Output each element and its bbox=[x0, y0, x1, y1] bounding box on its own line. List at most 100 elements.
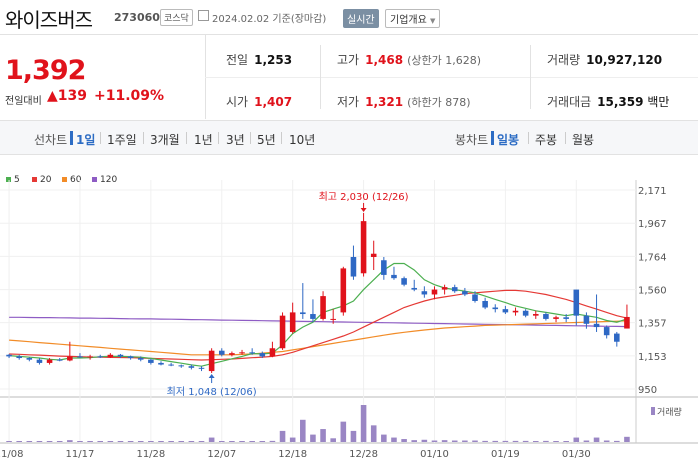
high-annotation: 최고 2,030 (12/26) bbox=[319, 191, 409, 203]
divider bbox=[565, 132, 566, 144]
candle-body bbox=[411, 287, 418, 290]
date-text: 2024.02.02 기준(장마감) bbox=[212, 14, 327, 25]
period-1w[interactable]: 1주일 bbox=[107, 133, 137, 147]
x-tick-label: 11/28 bbox=[136, 449, 165, 460]
period-5y[interactable]: 5년 bbox=[257, 133, 276, 147]
candle-body bbox=[218, 350, 225, 355]
upper-limit: (상한가 1,628) bbox=[407, 54, 481, 67]
candle-body bbox=[614, 333, 620, 342]
volume-bar bbox=[158, 441, 164, 442]
volume-bar bbox=[320, 429, 326, 442]
volume-bar bbox=[593, 437, 600, 442]
volume-bar bbox=[36, 441, 43, 442]
volume-bar bbox=[532, 441, 539, 442]
volume-bar bbox=[370, 425, 377, 442]
x-tick-label: 11/08 bbox=[0, 449, 23, 460]
dropdown-arrow-icon: ▼ bbox=[430, 17, 436, 25]
volume-bar bbox=[553, 441, 559, 442]
candle-chart-label: 봉차트 bbox=[455, 133, 489, 147]
stock-name: 와이즈버즈 bbox=[5, 8, 93, 32]
stats-separator bbox=[320, 45, 321, 109]
legend-label: 60 bbox=[70, 175, 82, 185]
volume-bar bbox=[482, 440, 488, 442]
candle-body bbox=[553, 317, 559, 319]
stat-value: 15,359 bbox=[597, 95, 644, 109]
candlestick-chart: 2,171 1,967 1,764 1,560 1,357 1,153 950 11/08 11… bbox=[0, 180, 698, 460]
lower-limit: (하한가 878) bbox=[407, 96, 471, 109]
candle-body bbox=[168, 364, 174, 366]
period-1d[interactable]: 1일 bbox=[76, 133, 96, 147]
candle-body bbox=[269, 348, 276, 357]
candle-body bbox=[107, 354, 114, 358]
period-10y[interactable]: 10년 bbox=[289, 133, 316, 147]
divider bbox=[528, 132, 529, 144]
candle-daily[interactable]: 일봉 bbox=[497, 133, 520, 147]
candle-body bbox=[36, 359, 43, 363]
period-1y[interactable]: 1년 bbox=[194, 133, 213, 147]
candle-body bbox=[543, 314, 549, 319]
realtime-button[interactable]: 실시간 bbox=[343, 9, 379, 28]
candle-body bbox=[208, 350, 215, 372]
volume-bar bbox=[381, 434, 387, 442]
divider bbox=[100, 132, 101, 144]
candle-body bbox=[188, 366, 195, 368]
stat-value: 1,253 bbox=[254, 53, 293, 67]
candle-body bbox=[6, 354, 12, 357]
volume-bar bbox=[198, 441, 205, 442]
volume-bar bbox=[451, 440, 458, 442]
candle-body bbox=[300, 312, 306, 315]
company-overview-dropdown[interactable]: 기업개요 ▼ bbox=[385, 9, 441, 28]
candle-body bbox=[583, 315, 590, 324]
candle-weekly[interactable]: 주봉 bbox=[535, 133, 558, 147]
y-tick-label: 1,153 bbox=[638, 352, 667, 363]
volume-bar bbox=[401, 439, 407, 442]
ma20-line bbox=[9, 289, 628, 361]
candle-body bbox=[451, 287, 458, 292]
legend-swatch bbox=[32, 177, 37, 182]
candle-monthly[interactable]: 월봉 bbox=[572, 133, 595, 147]
volume-bar bbox=[46, 441, 53, 442]
candle-body bbox=[340, 268, 347, 313]
candle-body bbox=[127, 356, 134, 359]
y-tick-label: 1,357 bbox=[638, 319, 667, 330]
stat-label: 전일 bbox=[226, 53, 249, 67]
volume-bar bbox=[603, 440, 610, 442]
volume-bar bbox=[462, 440, 468, 442]
stat-value: 10,927,120 bbox=[586, 53, 663, 67]
divider bbox=[143, 132, 144, 144]
candle-body bbox=[624, 316, 630, 329]
volume-bar bbox=[239, 441, 245, 442]
stat-high: 고가 1,468 (상한가 1,628) bbox=[337, 51, 481, 68]
candle-body bbox=[97, 356, 104, 358]
stats-separator bbox=[530, 45, 531, 109]
period-3y[interactable]: 3년 bbox=[226, 133, 245, 147]
volume-bar bbox=[391, 437, 397, 442]
stat-value: 1,321 bbox=[365, 95, 404, 109]
legend-ma60: 60 bbox=[62, 175, 81, 185]
candle-body bbox=[431, 289, 438, 295]
candle-body bbox=[502, 309, 509, 313]
candle-body bbox=[391, 274, 397, 279]
period-3m[interactable]: 3개월 bbox=[150, 133, 180, 147]
volume-bar bbox=[360, 405, 367, 442]
x-tick-label: 01/10 bbox=[420, 449, 449, 460]
x-tick-label: 01/30 bbox=[562, 449, 591, 460]
candle-body bbox=[148, 359, 154, 363]
candle-body bbox=[67, 356, 73, 361]
stat-unit: 백만 bbox=[647, 95, 670, 109]
x-tick-label: 11/17 bbox=[66, 449, 95, 460]
volume-bar bbox=[117, 441, 124, 442]
change-amount: 139 bbox=[57, 88, 88, 104]
active-marker bbox=[70, 131, 73, 145]
y-tick-label: 1,560 bbox=[638, 286, 667, 297]
x-tick-label: 12/18 bbox=[278, 449, 307, 460]
price-box: 1,392 전일대비 ▲139 +11.09% bbox=[0, 35, 206, 119]
volume-legend-label: 거래량 bbox=[657, 406, 682, 418]
volume-bar bbox=[563, 441, 569, 442]
ma60-line bbox=[9, 320, 627, 356]
legend-ma5: 5 bbox=[6, 175, 20, 185]
ma120-line bbox=[9, 316, 627, 328]
x-tick-label: 12/28 bbox=[349, 449, 378, 460]
volume-bar bbox=[330, 438, 336, 442]
volume-bar bbox=[56, 441, 63, 442]
